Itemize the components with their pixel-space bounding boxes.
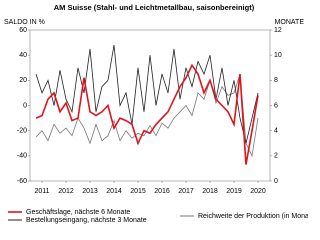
x-tick-label: 2018 xyxy=(202,188,218,195)
legend-label: Bestellungseingang, nächste 3 Monate xyxy=(26,217,147,224)
y-tick-label: -40 xyxy=(17,153,27,160)
x-tick-label: 2017 xyxy=(178,188,194,195)
y2-tick-label: 10 xyxy=(274,52,282,59)
x-tick-label: 2016 xyxy=(154,188,170,195)
plot-frame xyxy=(29,29,271,182)
series-line xyxy=(35,63,259,165)
x-tick-label: 2014 xyxy=(106,188,122,195)
y-tick-label: 60 xyxy=(19,27,27,34)
x-tick-label: 2011 xyxy=(34,188,49,195)
chart: AM Suisse (Stahl- und Leichtmetallbau, s… xyxy=(4,3,308,224)
y-tick-label: 40 xyxy=(19,52,27,59)
y2-tick-label: 8 xyxy=(274,77,278,84)
chart-title: AM Suisse (Stahl- und Leichtmetallbau, s… xyxy=(54,3,255,12)
legend-label: Geschäftslage, nächste 6 Monate xyxy=(26,209,130,216)
x-tick-label: 2013 xyxy=(82,188,98,195)
y-tick-label: 0 xyxy=(23,102,27,109)
y2-tick-label: 2 xyxy=(274,153,278,160)
series-line xyxy=(35,73,259,158)
x-tick-label: 2015 xyxy=(130,188,146,195)
legend-label: Reichweite der Produktion (in Monaten) xyxy=(198,213,308,220)
y2-tick-label: 0 xyxy=(274,178,278,185)
x-tick-label: 2020 xyxy=(250,188,266,195)
series-line xyxy=(35,45,259,144)
x-tick-label: 2019 xyxy=(226,188,242,195)
y2-tick-label: 4 xyxy=(274,128,278,135)
y2-tick-label: 6 xyxy=(274,102,278,109)
y2-axis-label: MONATE xyxy=(275,19,305,26)
y-tick-label: 20 xyxy=(19,77,27,84)
x-tick-label: 2012 xyxy=(58,188,74,195)
y2-tick-label: 12 xyxy=(274,27,282,34)
y-tick-label: -20 xyxy=(17,128,27,135)
y-tick-label: -60 xyxy=(17,178,27,185)
y-axis-label: SALDO IN % xyxy=(4,19,45,26)
